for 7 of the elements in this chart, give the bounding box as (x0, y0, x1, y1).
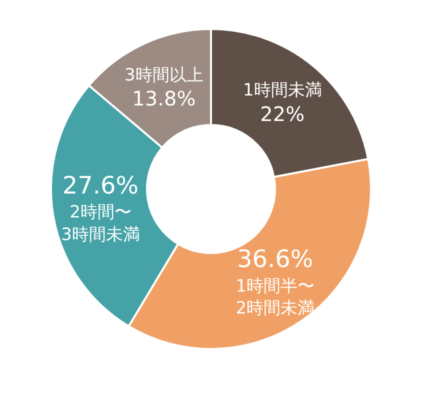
data-label: 36.6% (236, 245, 314, 274)
data-label: 13.8% (132, 86, 196, 110)
slice-label: 1時間未満 (242, 80, 322, 101)
slice-label: 2時間〜3時間未満 (61, 202, 140, 245)
slice-label: 3時間以上 (124, 65, 204, 86)
data-label: 27.6% (62, 172, 139, 200)
data-label: 22% (260, 102, 305, 126)
